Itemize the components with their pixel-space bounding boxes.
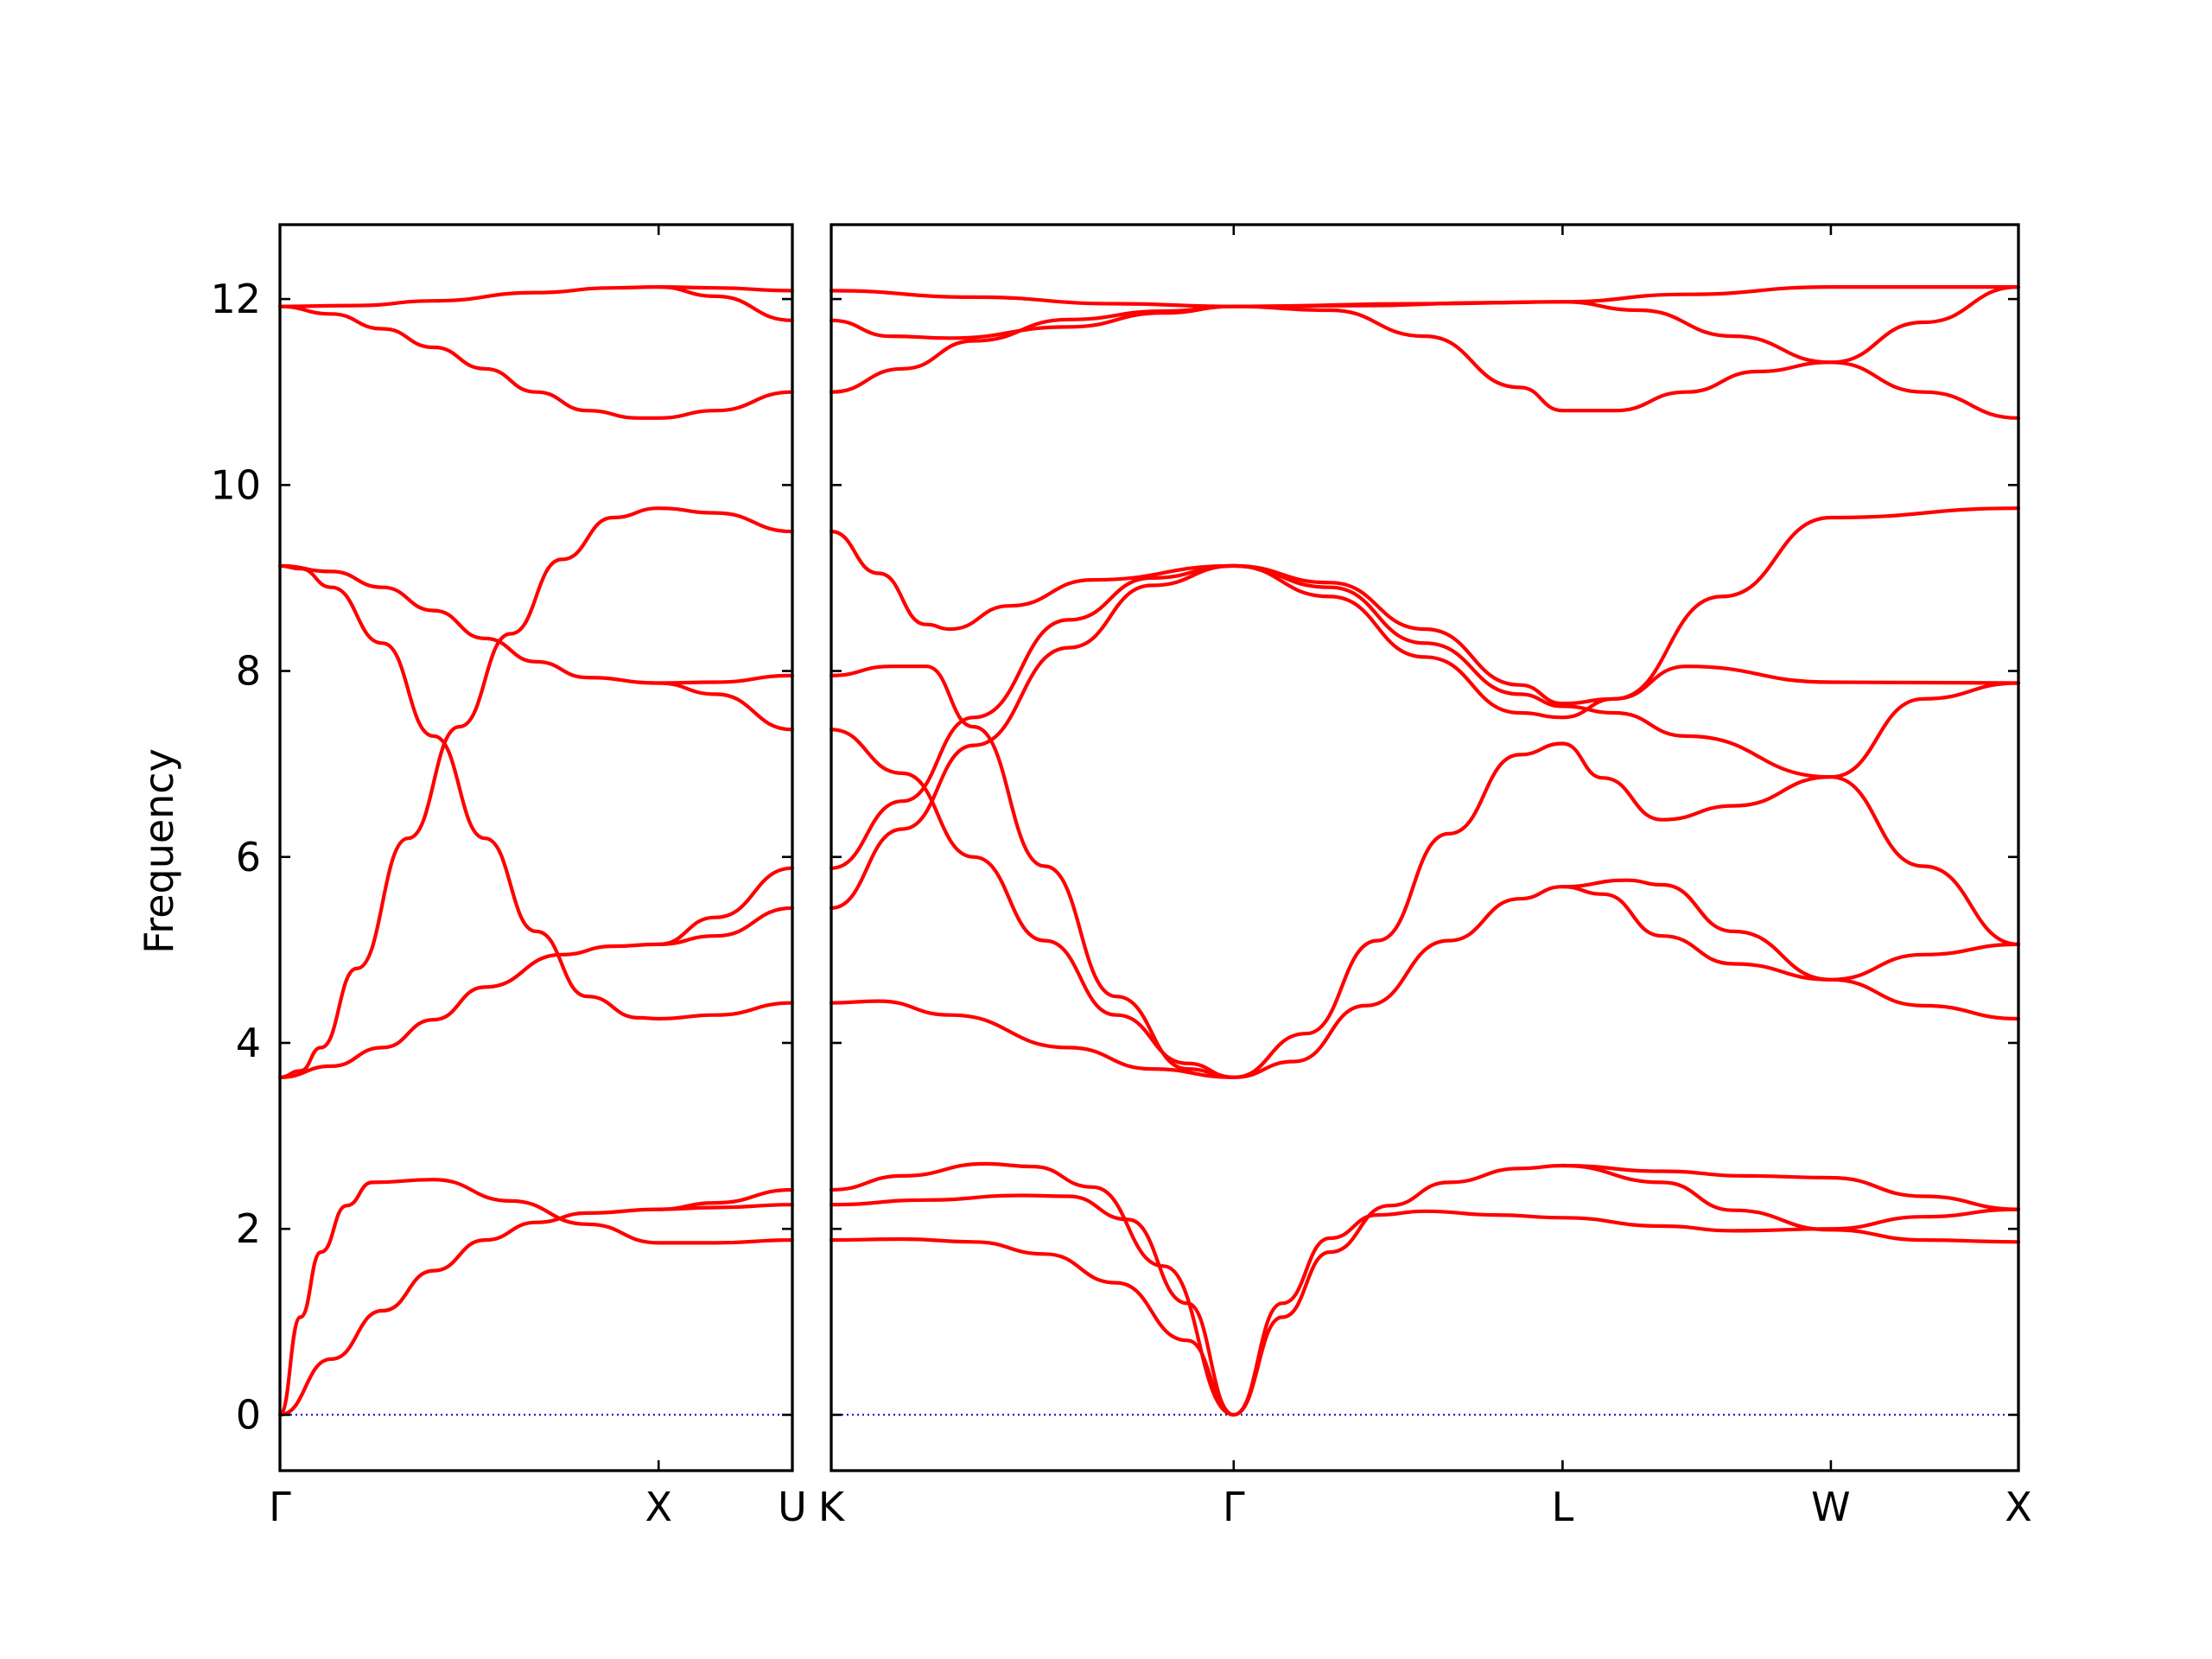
band-line bbox=[277, 285, 795, 308]
y-tick-label: 6 bbox=[236, 834, 261, 880]
y-tick-label: 8 bbox=[236, 648, 261, 695]
band-line bbox=[1560, 1163, 2021, 1211]
x-tick-label: Γ bbox=[1223, 1484, 1245, 1530]
band-line bbox=[1231, 1207, 2021, 1417]
left-panel: 0 2 4 6 8 10 12 Γ X U bbox=[210, 223, 807, 1530]
band-line bbox=[277, 906, 795, 1079]
y-tick-label: 2 bbox=[236, 1205, 261, 1252]
band-line bbox=[829, 563, 1236, 910]
band-line bbox=[829, 1236, 1236, 1417]
axis-frame bbox=[830, 223, 2020, 1472]
band-line bbox=[277, 1203, 795, 1417]
x-tick-label: Γ bbox=[269, 1484, 291, 1530]
band-line bbox=[277, 1178, 795, 1417]
band-line bbox=[1231, 284, 2021, 308]
band-line bbox=[657, 1187, 795, 1211]
band-line bbox=[277, 304, 795, 420]
x-tick-label: W bbox=[1811, 1484, 1850, 1530]
band-line bbox=[1231, 563, 2021, 720]
band-line bbox=[277, 563, 795, 685]
band-line bbox=[657, 285, 795, 322]
axis-frame bbox=[278, 223, 794, 1472]
band-line bbox=[657, 681, 795, 732]
band-line bbox=[829, 530, 1236, 632]
band-line bbox=[829, 999, 1236, 1079]
x-tick-label: X bbox=[2005, 1484, 2032, 1530]
band-line bbox=[657, 866, 795, 946]
y-tick-label: 12 bbox=[210, 276, 261, 322]
x-tick-label: X bbox=[645, 1484, 672, 1530]
band-line bbox=[829, 304, 1236, 394]
x-tick-label: U bbox=[778, 1484, 807, 1530]
y-tick-label: 10 bbox=[210, 461, 261, 508]
band-line bbox=[829, 304, 1236, 340]
x-tick-label: K bbox=[818, 1484, 846, 1530]
band-line bbox=[829, 563, 1236, 870]
y-tick-label: 4 bbox=[236, 1020, 261, 1066]
band-line bbox=[829, 664, 1236, 1079]
band-line bbox=[277, 563, 795, 1021]
band-line bbox=[1231, 506, 2021, 706]
y-axis-label: Frequency bbox=[136, 748, 182, 954]
band-line bbox=[1231, 885, 2021, 1079]
x-tick-label: L bbox=[1552, 1484, 1574, 1530]
band-line bbox=[829, 289, 1236, 308]
band-line bbox=[829, 1161, 1236, 1417]
band-line bbox=[1560, 878, 2021, 982]
band-line bbox=[829, 1193, 1236, 1417]
y-tick-label: 0 bbox=[236, 1391, 261, 1438]
band-line bbox=[277, 506, 795, 1079]
band-line bbox=[1231, 681, 2021, 1079]
band-line bbox=[829, 728, 1236, 1079]
band-line bbox=[1231, 563, 2021, 946]
band-line bbox=[1231, 304, 2021, 420]
band-line bbox=[1231, 1163, 2021, 1417]
